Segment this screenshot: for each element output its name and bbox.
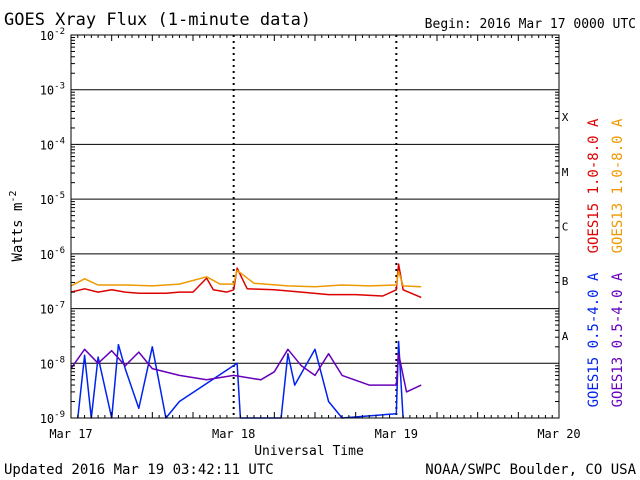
x-tick-label: Mar 19: [375, 427, 418, 441]
y-tick-exponent: -2: [54, 27, 65, 37]
plot-frame: [70, 34, 560, 419]
legend: GOES15 1.0-8.0 A GOES13 1.0-8.0 A GOES15 0…: [586, 118, 626, 407]
flare-class-label: A: [562, 330, 569, 343]
y-tick-base: 10: [40, 412, 54, 426]
y-axis-label-group: Watts m-2: [8, 190, 26, 261]
legend-entry: GOES15 0.5-4.0 A: [586, 272, 602, 407]
flare-class-label: M: [562, 166, 569, 179]
y-axis-label-text: Watts m: [10, 203, 26, 262]
legend-label: GOES15 1.0-8.0 A: [586, 118, 602, 253]
flare-class-labels: X M C B A: [562, 111, 569, 343]
y-tick-base: 10: [40, 84, 54, 98]
y-tick-label: 10-5: [40, 191, 65, 207]
flare-class-label: C: [562, 221, 569, 234]
flare-class-label: X: [562, 111, 569, 124]
y-tick-exponent: -9: [54, 410, 65, 420]
x-tick-label: Mar 18: [212, 427, 255, 441]
legend-label: GOES13 1.0-8.0 A: [610, 118, 626, 253]
y-tick-base: 10: [40, 357, 54, 371]
legend-label: GOES13 0.5-4.0 A: [610, 272, 626, 407]
y-tick-base: 10: [40, 193, 54, 207]
y-tick-base: 10: [40, 248, 54, 262]
credit-text: NOAA/SWPC Boulder, CO USA: [425, 462, 636, 478]
y-tick-label: 10-4: [40, 136, 65, 152]
y-tick-label: 10-2: [40, 27, 65, 43]
chart-title: GOES Xray Flux (1-minute data): [4, 10, 311, 30]
x-axis-label: Universal Time: [254, 444, 364, 459]
y-tick-exponent: -8: [54, 355, 65, 365]
y-tick-label: 10-6: [40, 246, 65, 262]
y-tick-exponent: -7: [54, 301, 65, 311]
x-tick-label: Mar 20: [537, 427, 580, 441]
begin-label: Begin: 2016 Mar 17 0000 UTC: [425, 17, 636, 32]
y-axis-label: Watts m-2: [8, 190, 26, 261]
y-tick-base: 10: [40, 303, 54, 317]
y-axis-label-exponent: -2: [8, 190, 19, 202]
legend-entry: GOES13 0.5-4.0 A: [610, 272, 626, 407]
grid: [71, 35, 559, 418]
y-tick-exponent: -4: [54, 136, 65, 146]
series-line: [77, 340, 404, 419]
y-tick-label: 10-7: [40, 301, 65, 317]
y-tick-label: 10-3: [40, 82, 65, 98]
series-line: [70, 263, 422, 299]
y-tick-base: 10: [40, 29, 54, 43]
legend-entry: GOES15 1.0-8.0 A: [586, 118, 602, 253]
updated-timestamp: Updated 2016 Mar 19 03:42:11 UTC: [4, 462, 274, 478]
y-tick-exponent: -5: [54, 191, 65, 201]
y-tick-label: 10-8: [40, 355, 65, 371]
legend-label: GOES15 0.5-4.0 A: [586, 272, 602, 407]
series-line: [70, 269, 422, 288]
y-tick-base: 10: [40, 138, 54, 152]
y-tick-label: 10-9: [40, 410, 65, 426]
series-line: [70, 348, 422, 393]
y-tick-exponent: -6: [54, 246, 65, 256]
flare-class-label: B: [562, 275, 569, 288]
y-tick-exponent: -3: [54, 82, 65, 92]
x-tick-label: Mar 17: [49, 427, 92, 441]
legend-entry: GOES13 1.0-8.0 A: [610, 118, 626, 253]
data-series: [70, 263, 422, 419]
